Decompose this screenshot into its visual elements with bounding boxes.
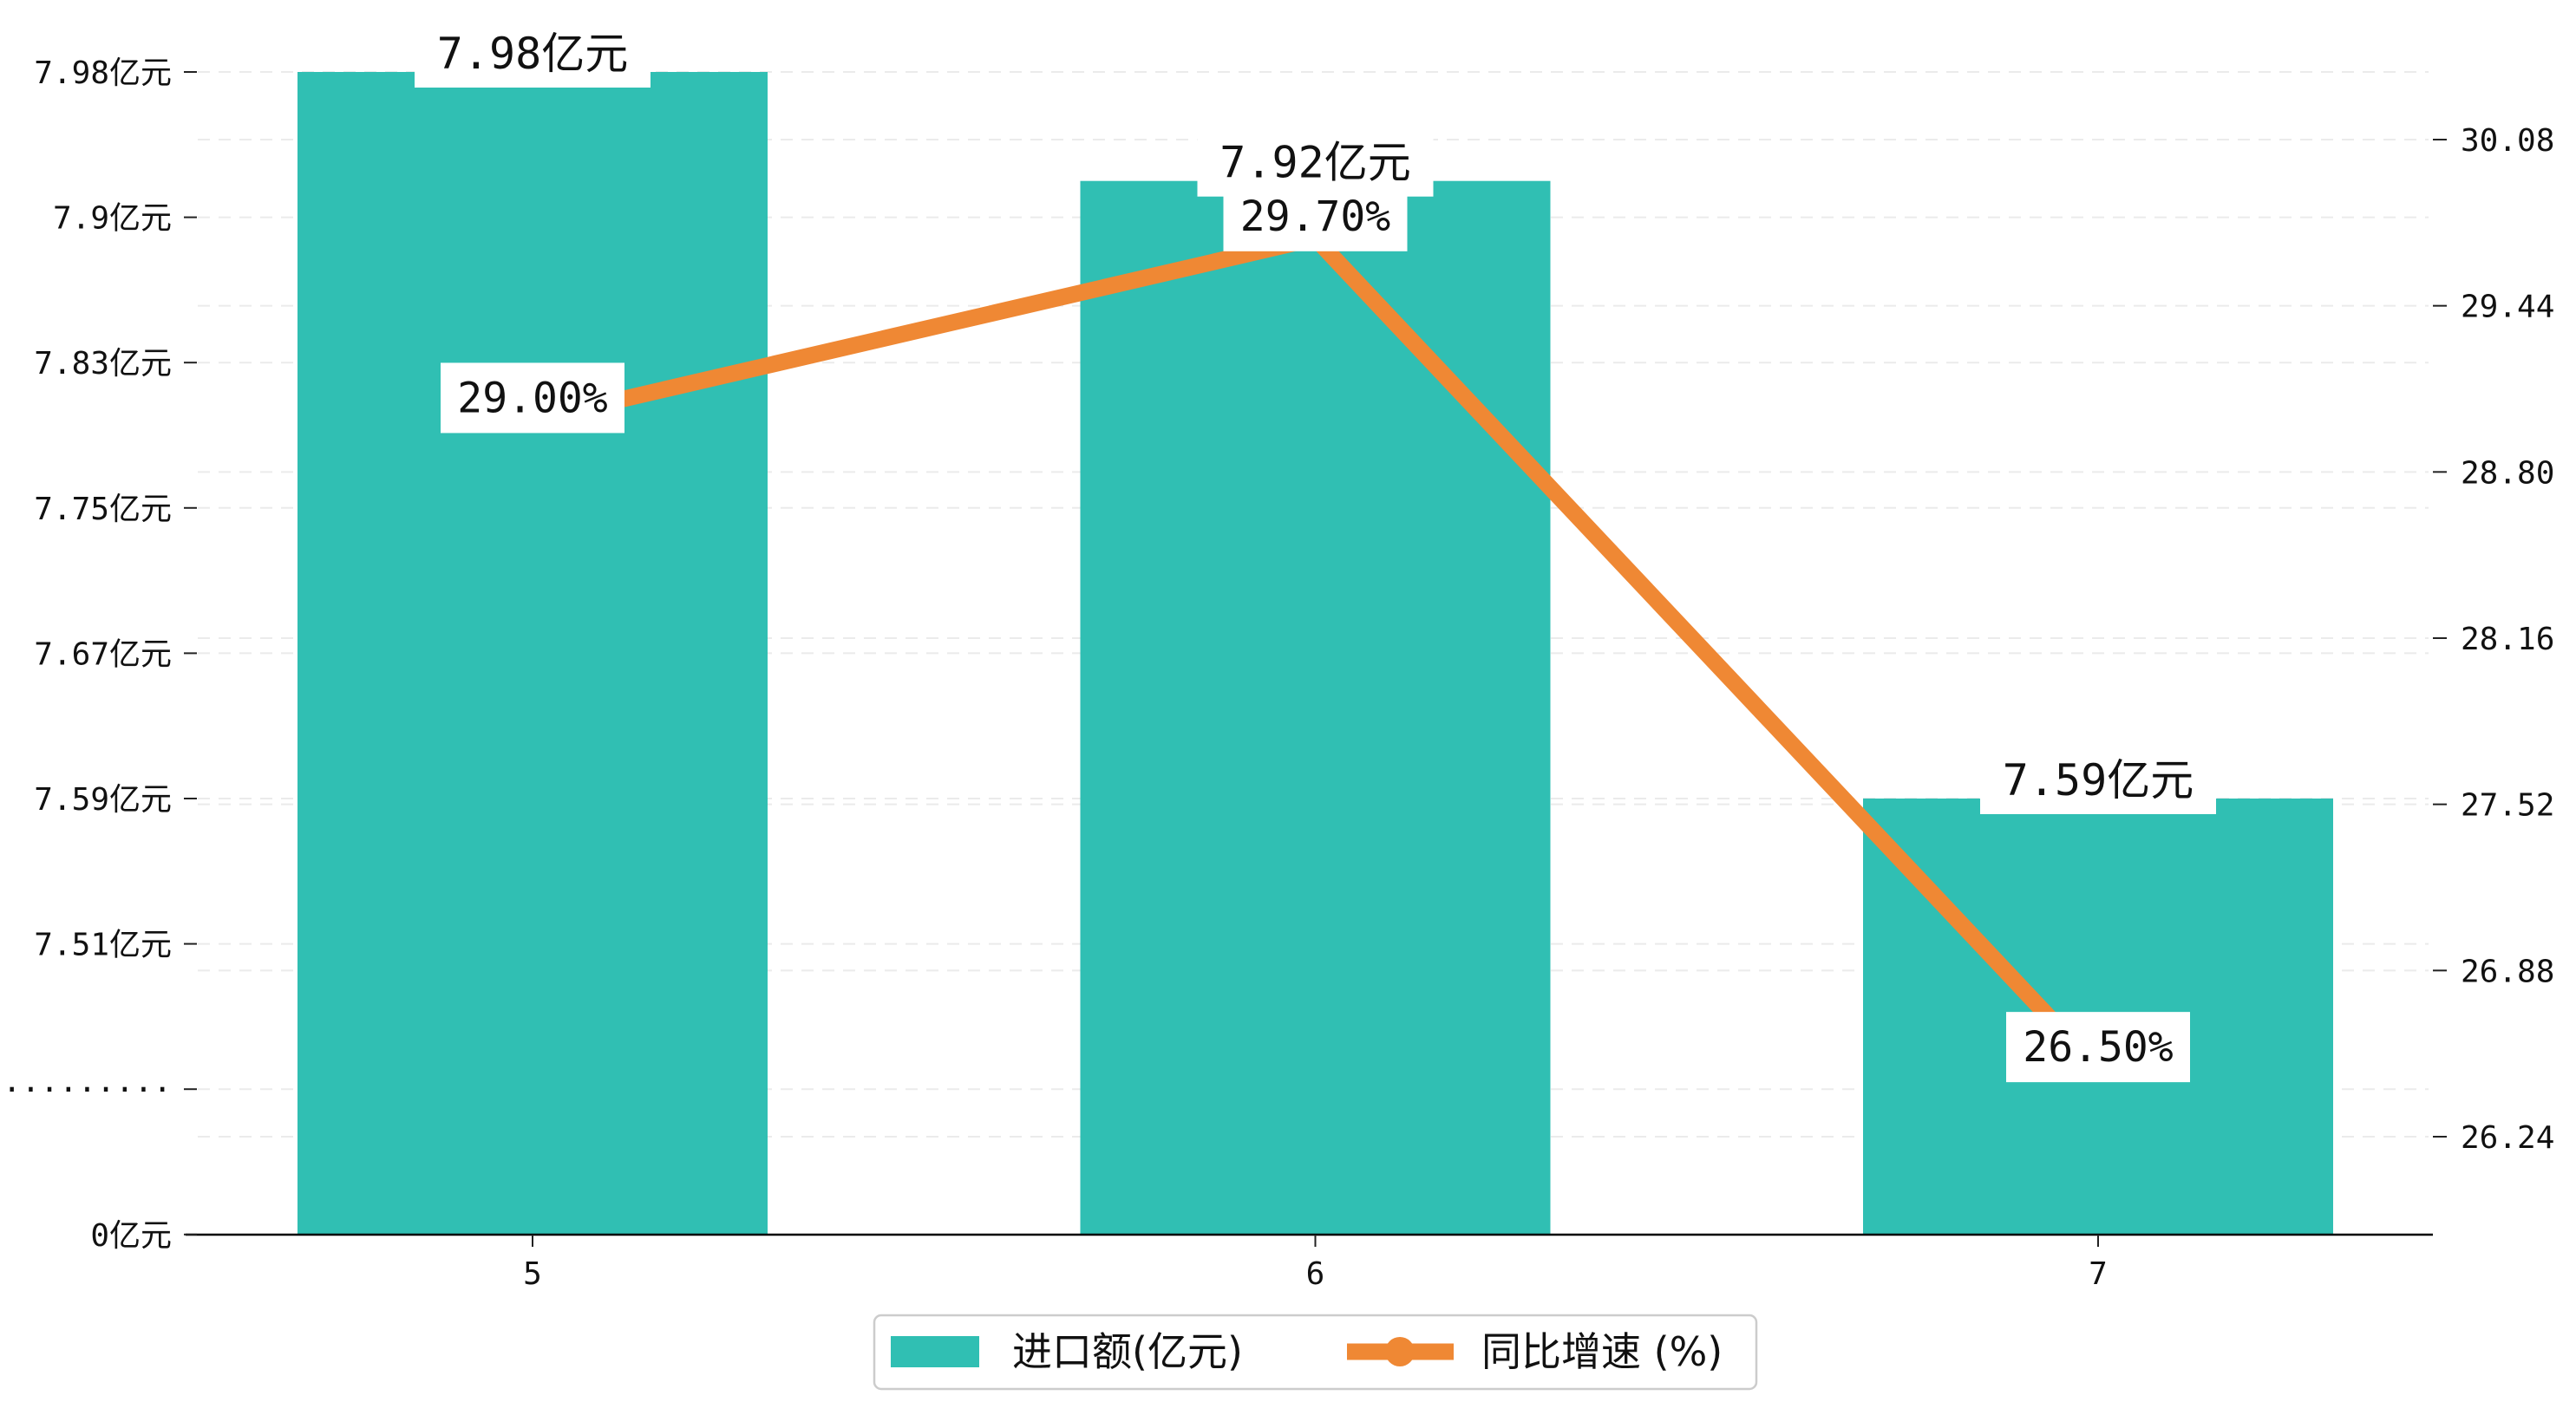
y-right-tick-label: 28.80	[2461, 455, 2554, 491]
y-left-tick-label: ·········	[3, 1073, 172, 1108]
legend-line-marker	[1385, 1337, 1415, 1366]
line-value-label-box	[2006, 1012, 2190, 1083]
y-right-tick-label: 26.88	[2461, 954, 2554, 989]
line-value-label-text: 29.70%	[1240, 192, 1390, 241]
line-value-label-box	[1223, 180, 1408, 251]
bar	[297, 72, 768, 1235]
y-left-tick-label: 7.51亿元	[34, 928, 172, 963]
line-value-label-box	[441, 362, 624, 434]
y-left-tick-label: 7.98亿元	[34, 55, 172, 91]
line-value-label: 29.70%	[1223, 180, 1408, 251]
bar	[1080, 180, 1551, 1236]
x-tick-label: 5	[523, 1256, 542, 1292]
x-tick-label: 7	[2089, 1256, 2108, 1292]
y-left-tick-label: 7.83亿元	[34, 346, 172, 381]
bar-value-label-box	[415, 18, 651, 88]
legend: 进口额(亿元) 同比增速 (%)	[873, 1314, 1758, 1391]
y-left-tick-label: 7.59亿元	[34, 782, 172, 818]
y-right-tick-label: 30.08	[2461, 123, 2554, 159]
y-right-tick-label: 28.16	[2461, 622, 2554, 657]
y-left-tick-label: 7.67亿元	[34, 636, 172, 672]
bar-value-labels: 7.98亿元 7.92亿元 7.59亿元	[415, 18, 2216, 814]
legend-frame	[873, 1314, 1758, 1391]
bar-value-label-text: 7.59亿元	[2003, 755, 2194, 805]
y-left-tick-label: 7.9亿元	[53, 201, 172, 237]
bar-value-label: 7.98亿元	[415, 18, 651, 88]
x-tick-label: 6	[1306, 1256, 1325, 1292]
line-value-label-text: 26.50%	[2023, 1023, 2173, 1072]
axes: 7.98亿元 7.9亿元 7.83亿元 7.75亿元 7.67亿元 7.59亿元 7.51亿…	[3, 55, 2554, 1292]
legend-label-import: 进口额(亿元)	[1012, 1328, 1243, 1375]
y-left-tick-label: 7.75亿元	[34, 492, 172, 527]
line-value-labels: 29.00% 29.70% 26.50%	[441, 180, 2190, 1083]
line-value-label: 26.50%	[2006, 1012, 2190, 1083]
bar-value-label-box	[1980, 745, 2216, 814]
bar-value-label-text: 7.92亿元	[1219, 138, 1410, 188]
y-right-tick-label: 29.44	[2461, 290, 2554, 325]
line-value-label-text: 29.00%	[457, 374, 607, 422]
line-value-label: 29.00%	[441, 362, 624, 434]
y-right-tick-label: 26.24	[2461, 1120, 2554, 1156]
legend-bar-swatch	[891, 1336, 979, 1367]
legend-label-growth: 同比增速 (%)	[1481, 1328, 1723, 1375]
y-left-tick-label: 0亿元	[90, 1218, 172, 1254]
y-right-tick-label: 27.52	[2461, 788, 2554, 824]
bar-value-label-text: 7.98亿元	[437, 29, 628, 79]
bar-value-label: 7.59亿元	[1980, 745, 2216, 814]
